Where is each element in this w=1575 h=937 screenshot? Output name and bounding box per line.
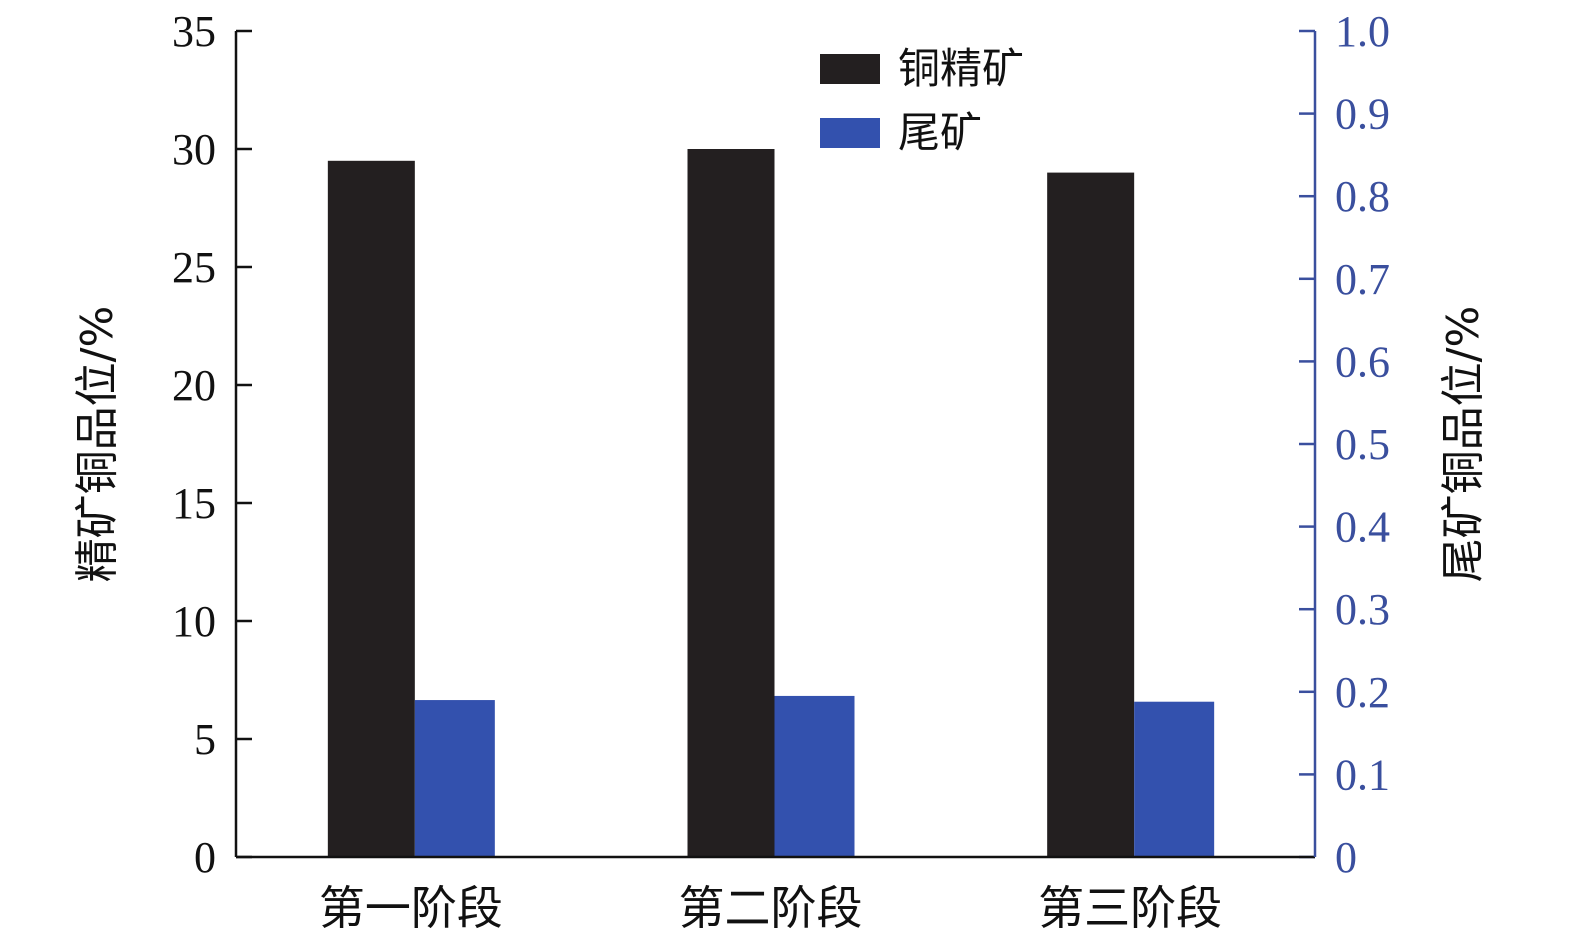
left-tick-label: 0 (194, 833, 216, 882)
right-tick-label: 0.5 (1335, 420, 1390, 469)
bar-copper-concentrate (327, 160, 415, 858)
right-tick-label: 1.0 (1335, 7, 1390, 56)
left-tick-label: 30 (172, 125, 216, 174)
bar-copper-concentrate (687, 149, 775, 857)
left-y-axis-ticks: 0 5 10 15 20 25 30 35 (172, 7, 252, 882)
category-label: 第三阶段 (1038, 881, 1222, 935)
right-tick-label: 0.7 (1335, 255, 1390, 304)
right-tick-label: 0 (1335, 833, 1357, 882)
category-labels: 第一阶段 第二阶段 第三阶段 (319, 881, 1222, 935)
left-tick-label: 5 (194, 715, 216, 764)
left-tick-label: 25 (172, 243, 216, 292)
right-tick-label: 0.9 (1335, 90, 1390, 139)
left-tick-label: 10 (172, 597, 216, 646)
right-tick-label: 0.6 (1335, 337, 1390, 386)
bar-tailings (414, 700, 495, 857)
category-label: 第一阶段 (319, 881, 503, 935)
left-y-axis-title: 精矿铜品位/% (72, 306, 123, 583)
bar-tailings (1134, 701, 1215, 857)
bar-tailings (774, 695, 855, 857)
left-tick-label: 35 (172, 7, 216, 56)
right-y-axis-ticks: 0 0.1 0.2 0.3 0.4 0.5 0.6 0.7 0.8 0.9 1.0 (1299, 7, 1390, 882)
right-tick-label: 0.1 (1335, 750, 1390, 799)
bars (327, 149, 1215, 858)
right-tick-label: 0.4 (1335, 503, 1390, 552)
legend-label: 尾矿 (898, 108, 982, 157)
right-tick-label: 0.3 (1335, 585, 1390, 634)
legend-label: 铜精矿 (898, 44, 1024, 93)
bar-copper-concentrate (1047, 172, 1135, 858)
category-label: 第二阶段 (679, 881, 863, 935)
left-tick-label: 15 (172, 479, 216, 528)
legend-swatch (820, 54, 880, 84)
left-tick-label: 20 (172, 361, 216, 410)
legend-swatch (820, 118, 880, 148)
right-tick-label: 0.2 (1335, 668, 1390, 717)
right-tick-label: 0.8 (1335, 172, 1390, 221)
right-y-axis-title: 尾矿铜品位/% (1438, 306, 1489, 583)
